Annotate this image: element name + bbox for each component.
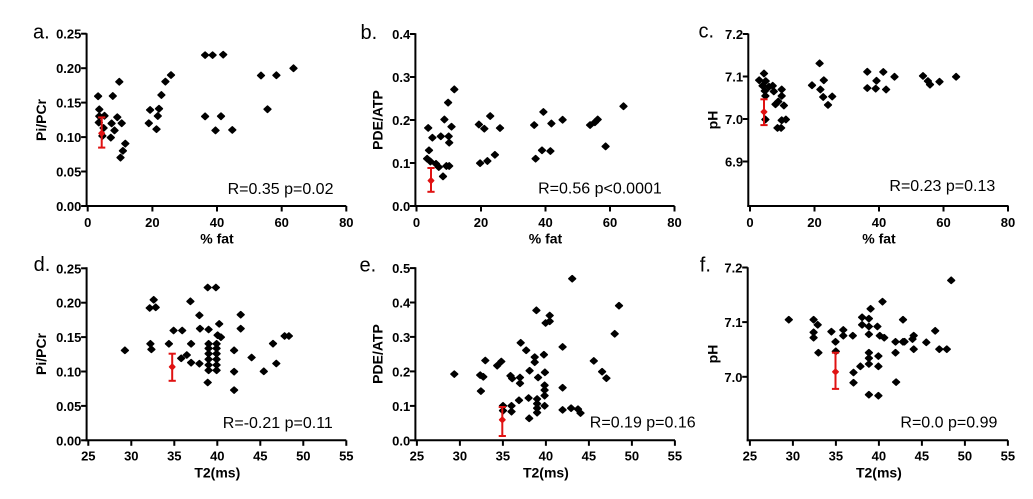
- svg-text:60: 60: [274, 215, 288, 230]
- svg-text:PDE/ATP: PDE/ATP: [370, 90, 386, 150]
- svg-text:40: 40: [210, 215, 224, 230]
- svg-text:7.2: 7.2: [724, 261, 742, 276]
- svg-text:pH: pH: [705, 345, 721, 364]
- svg-text:20: 20: [145, 215, 159, 230]
- svg-text:T2(ms): T2(ms): [194, 464, 240, 480]
- svg-text:% fat: % fat: [529, 230, 563, 246]
- svg-text:25: 25: [81, 449, 95, 464]
- svg-text:a.: a.: [33, 22, 50, 44]
- svg-text:0.00: 0.00: [56, 433, 81, 448]
- svg-text:80: 80: [339, 215, 353, 230]
- svg-text:0: 0: [84, 215, 91, 230]
- svg-text:0.25: 0.25: [56, 27, 81, 42]
- svg-text:55: 55: [668, 449, 682, 464]
- svg-text:20: 20: [474, 215, 488, 230]
- svg-text:c.: c.: [699, 21, 715, 43]
- svg-text:R=0.56 p<0.0001: R=0.56 p<0.0001: [538, 181, 662, 198]
- svg-text:0.00: 0.00: [56, 199, 81, 214]
- svg-text:55: 55: [339, 449, 353, 464]
- svg-text:0.3: 0.3: [392, 330, 410, 345]
- svg-text:40: 40: [872, 449, 886, 464]
- svg-text:T2(ms): T2(ms): [856, 464, 902, 480]
- svg-text:40: 40: [210, 449, 224, 464]
- svg-text:0.20: 0.20: [56, 61, 81, 76]
- svg-text:0.3: 0.3: [392, 70, 410, 85]
- svg-text:Pi/PCr: Pi/PCr: [33, 98, 49, 141]
- svg-text:60: 60: [936, 215, 950, 230]
- svg-text:pH: pH: [705, 111, 721, 130]
- svg-text:35: 35: [167, 449, 181, 464]
- svg-text:R=0.19 p=0.16: R=0.19 p=0.16: [590, 414, 696, 431]
- svg-text:0.15: 0.15: [56, 96, 81, 111]
- svg-text:30: 30: [453, 449, 467, 464]
- svg-text:R=0.35 p=0.02: R=0.35 p=0.02: [228, 181, 334, 198]
- svg-text:7.1: 7.1: [724, 315, 742, 330]
- svg-text:0.0: 0.0: [392, 433, 410, 448]
- svg-text:60: 60: [603, 215, 617, 230]
- svg-text:0.2: 0.2: [392, 364, 410, 379]
- svg-text:25: 25: [743, 449, 757, 464]
- svg-text:0.4: 0.4: [392, 296, 411, 311]
- svg-text:40: 40: [872, 215, 886, 230]
- svg-text:80: 80: [667, 215, 681, 230]
- svg-text:35: 35: [829, 449, 843, 464]
- svg-text:0.10: 0.10: [56, 365, 81, 380]
- svg-text:0.25: 0.25: [56, 261, 81, 276]
- svg-text:0: 0: [746, 215, 753, 230]
- svg-text:0.10: 0.10: [56, 130, 81, 145]
- svg-text:45: 45: [582, 449, 596, 464]
- svg-text:0.20: 0.20: [56, 296, 81, 311]
- svg-text:T2(ms): T2(ms): [523, 464, 569, 480]
- svg-text:6.9: 6.9: [725, 155, 743, 170]
- svg-text:0.05: 0.05: [56, 399, 81, 414]
- svg-text:55: 55: [1001, 449, 1015, 464]
- svg-text:R=0.0 p=0.99: R=0.0 p=0.99: [900, 415, 997, 432]
- svg-text:0.5: 0.5: [392, 261, 410, 276]
- svg-text:0.4: 0.4: [392, 27, 411, 42]
- svg-text:50: 50: [958, 449, 972, 464]
- svg-text:7.0: 7.0: [724, 370, 742, 385]
- svg-text:7.2: 7.2: [725, 27, 743, 42]
- svg-text:% fat: % fat: [200, 230, 234, 246]
- svg-text:25: 25: [410, 449, 424, 464]
- svg-text:PDE/ATP: PDE/ATP: [370, 324, 386, 384]
- svg-text:7.1: 7.1: [725, 70, 743, 85]
- svg-text:20: 20: [807, 215, 821, 230]
- svg-text:Pi/PCr: Pi/PCr: [33, 332, 49, 375]
- svg-text:% fat: % fat: [862, 230, 896, 246]
- svg-text:0.2: 0.2: [392, 113, 410, 128]
- svg-text:b.: b.: [361, 22, 378, 44]
- svg-text:e.: e.: [360, 254, 377, 276]
- svg-text:f.: f.: [700, 254, 711, 276]
- svg-text:40: 40: [538, 215, 552, 230]
- svg-text:d.: d.: [34, 254, 51, 276]
- svg-text:35: 35: [496, 449, 510, 464]
- svg-text:30: 30: [786, 449, 800, 464]
- svg-text:0.15: 0.15: [56, 330, 81, 345]
- svg-text:80: 80: [1001, 215, 1015, 230]
- svg-text:45: 45: [253, 449, 267, 464]
- svg-text:0.1: 0.1: [392, 399, 410, 414]
- svg-text:7.0: 7.0: [725, 112, 743, 127]
- svg-text:50: 50: [296, 449, 310, 464]
- svg-text:50: 50: [625, 449, 639, 464]
- svg-text:40: 40: [539, 449, 553, 464]
- svg-text:0: 0: [413, 215, 420, 230]
- svg-text:30: 30: [124, 449, 138, 464]
- svg-text:0.1: 0.1: [392, 156, 410, 171]
- svg-text:R=0.23 p=0.13: R=0.23 p=0.13: [889, 178, 995, 195]
- svg-text:0.05: 0.05: [56, 165, 81, 180]
- svg-text:R=-0.21 p=0.11: R=-0.21 p=0.11: [223, 415, 333, 432]
- svg-text:0.0: 0.0: [392, 199, 410, 214]
- svg-text:45: 45: [915, 449, 929, 464]
